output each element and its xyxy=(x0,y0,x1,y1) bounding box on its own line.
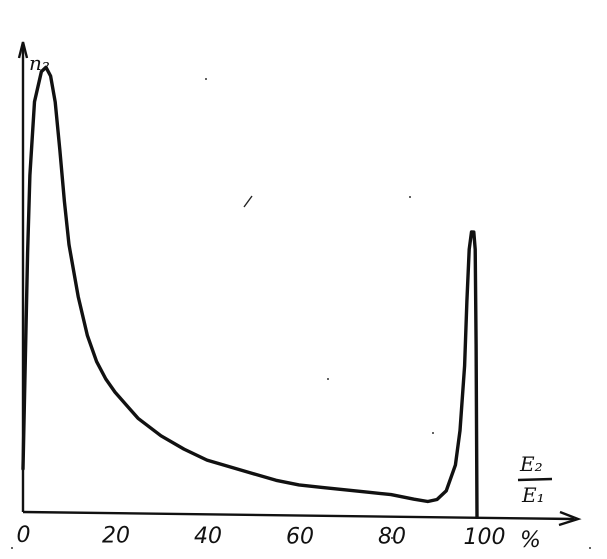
x-tick-labels: 0 20 40 60 80 100 xyxy=(17,523,506,550)
series-line xyxy=(21,65,479,519)
scan-specks xyxy=(11,78,591,549)
x-axis-label-fraction-bar xyxy=(517,477,553,482)
y-axis-label: n₂ xyxy=(29,51,50,75)
x-tick-label: 0 xyxy=(17,523,31,548)
x-tick-label: 40 xyxy=(194,524,222,549)
x-axis-label-denominator: E₁ xyxy=(521,483,545,507)
x-tick-label: 100 xyxy=(464,525,506,550)
x-axis-arrow-icon xyxy=(558,510,582,527)
x-axis-label-numerator: E₂ xyxy=(519,452,543,476)
x-axis-unit: % xyxy=(520,528,541,553)
x-tick-label: 20 xyxy=(102,523,130,548)
x-axis xyxy=(22,510,575,521)
y-axis-arrow-icon xyxy=(17,41,29,59)
x-tick-label: 60 xyxy=(286,524,314,549)
